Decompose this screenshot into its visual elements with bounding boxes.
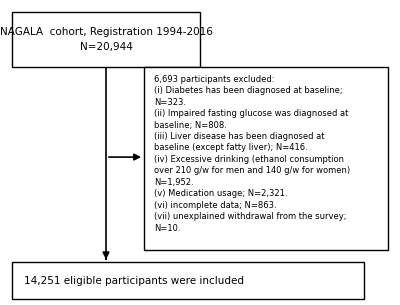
FancyBboxPatch shape xyxy=(12,12,200,67)
FancyBboxPatch shape xyxy=(12,262,364,299)
Text: 14,251 eligible participants were included: 14,251 eligible participants were includ… xyxy=(24,276,244,285)
Text: 6,693 participants excluded:
(i) Diabetes has been diagnosed at baseline;
N=323.: 6,693 participants excluded: (i) Diabete… xyxy=(154,75,350,233)
Text: NAGALA  cohort, Registration 1994-2016
N=20,944: NAGALA cohort, Registration 1994-2016 N=… xyxy=(0,27,212,52)
FancyBboxPatch shape xyxy=(144,67,388,250)
